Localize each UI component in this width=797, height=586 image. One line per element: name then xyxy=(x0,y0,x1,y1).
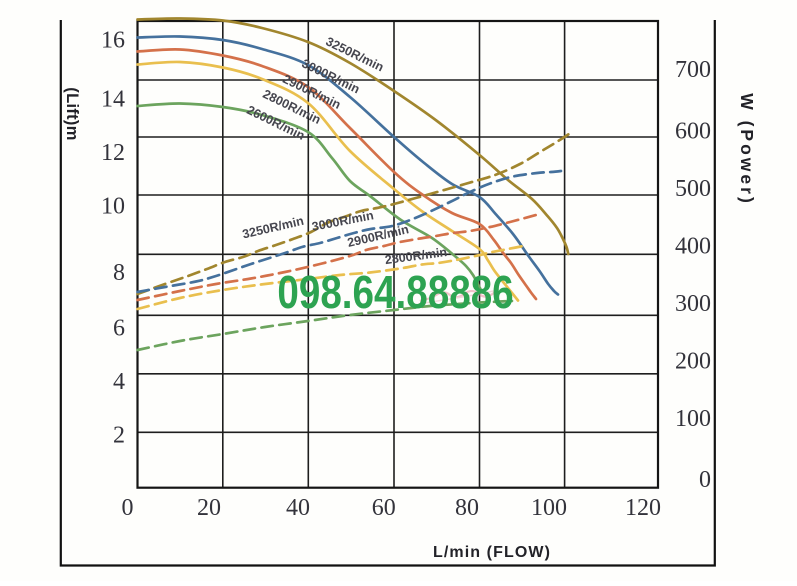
svg-text:14: 14 xyxy=(101,87,125,113)
svg-text:L/min (FLOW): L/min (FLOW) xyxy=(433,544,551,561)
svg-text:6: 6 xyxy=(113,316,125,342)
svg-text:400: 400 xyxy=(675,233,711,259)
svg-text:4: 4 xyxy=(113,369,125,395)
svg-text:600: 600 xyxy=(675,119,711,145)
svg-text:098.64.88886: 098.64.88886 xyxy=(277,267,513,318)
svg-text:500: 500 xyxy=(675,176,711,202)
svg-text:60: 60 xyxy=(372,495,396,521)
svg-text:(Lift)m: (Lift)m xyxy=(63,87,81,140)
svg-text:120: 120 xyxy=(625,495,661,521)
svg-text:0: 0 xyxy=(699,467,711,493)
svg-text:40: 40 xyxy=(286,495,310,521)
svg-text:20: 20 xyxy=(197,495,221,521)
svg-text:80: 80 xyxy=(455,495,479,521)
svg-text:16: 16 xyxy=(101,28,125,54)
svg-text:10: 10 xyxy=(101,194,125,220)
svg-text:2: 2 xyxy=(113,423,125,449)
svg-text:300: 300 xyxy=(675,291,711,317)
svg-text:8: 8 xyxy=(113,260,125,286)
svg-text:0: 0 xyxy=(122,495,134,521)
svg-text:W (Power): W (Power) xyxy=(737,93,757,206)
svg-text:700: 700 xyxy=(675,57,711,83)
svg-text:12: 12 xyxy=(101,140,125,166)
svg-text:100: 100 xyxy=(531,495,567,521)
svg-text:200: 200 xyxy=(675,349,711,375)
svg-text:100: 100 xyxy=(675,406,711,432)
